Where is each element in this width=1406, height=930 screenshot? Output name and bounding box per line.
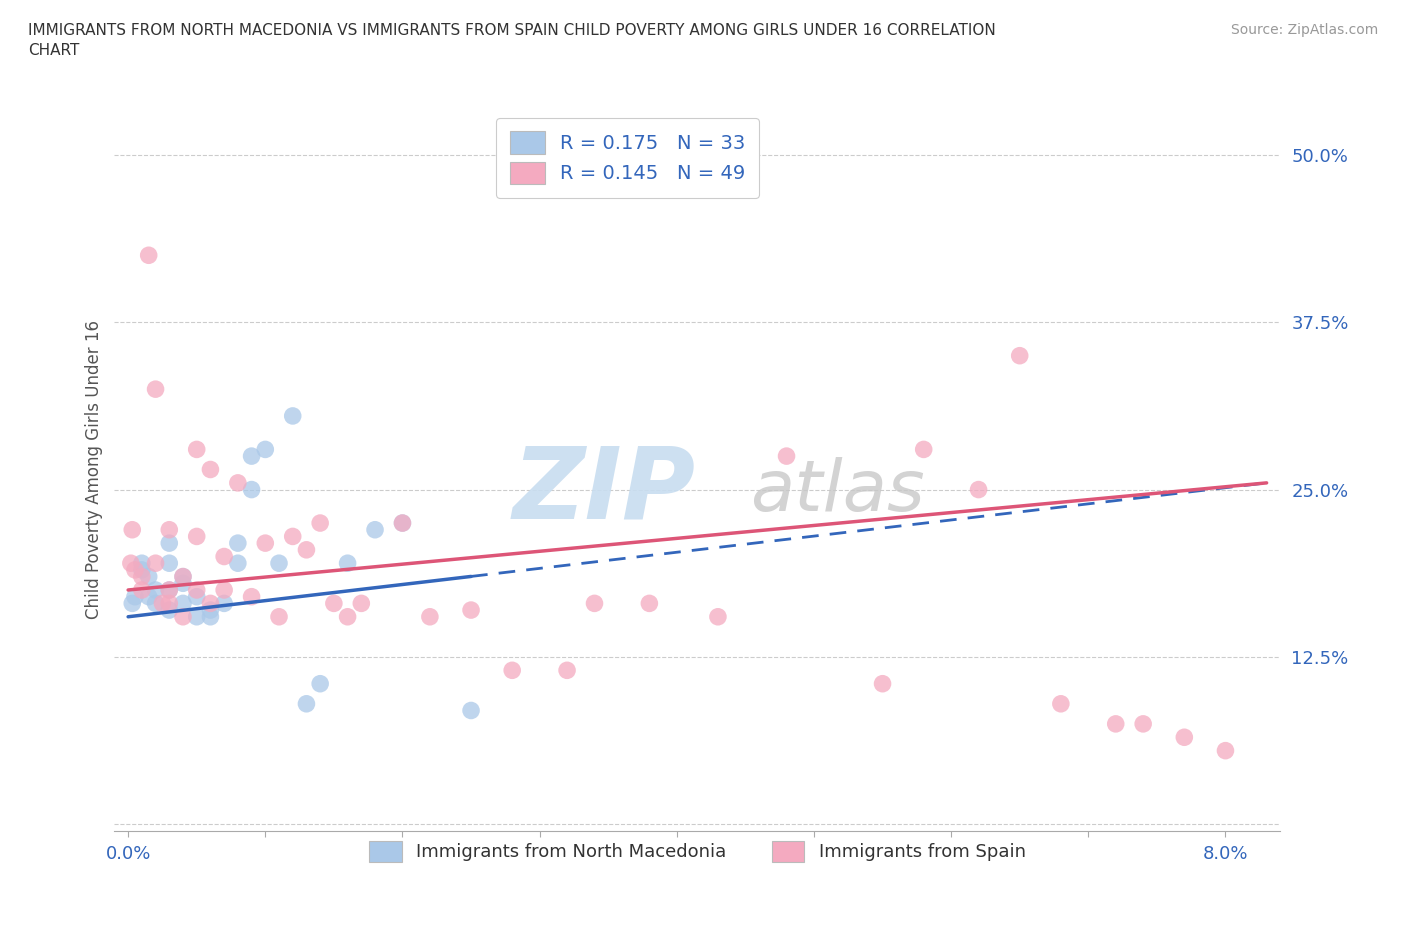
Point [186, 582, 208, 597]
Point [1132, 716, 1154, 731]
Point [131, 563, 153, 578]
Point [124, 590, 146, 604]
Point [200, 462, 222, 477]
Point [501, 663, 523, 678]
Point [226, 536, 249, 551]
Point [172, 569, 194, 584]
Point [200, 603, 222, 618]
Text: IMMIGRANTS FROM NORTH MACEDONIA VS IMMIGRANTS FROM SPAIN CHILD POVERTY AMONG GIR: IMMIGRANTS FROM NORTH MACEDONIA VS IMMIG… [28, 23, 995, 58]
Point [364, 523, 387, 538]
Point [309, 515, 332, 530]
Point [212, 596, 235, 611]
Point [172, 609, 194, 624]
Y-axis label: Child Poverty Among Girls Under 16: Child Poverty Among Girls Under 16 [86, 320, 103, 619]
Point [872, 676, 894, 691]
Point [336, 556, 359, 571]
Point [707, 609, 730, 624]
Point [967, 482, 990, 497]
Point [281, 529, 304, 544]
Point [336, 609, 359, 624]
Point [212, 549, 235, 564]
Point [131, 569, 153, 584]
Point [152, 596, 174, 611]
Point [281, 408, 304, 423]
Point [138, 569, 160, 584]
Point [240, 590, 263, 604]
Point [267, 609, 290, 624]
Point [157, 582, 180, 597]
Point [254, 536, 277, 551]
Point [186, 442, 208, 457]
Point [267, 556, 290, 571]
Point [583, 596, 606, 611]
Point [1008, 348, 1031, 363]
Point [121, 523, 143, 538]
Point [912, 442, 935, 457]
Point [1215, 743, 1237, 758]
Point [460, 603, 482, 618]
Point [555, 663, 578, 678]
Point [157, 523, 180, 538]
Point [254, 442, 277, 457]
Point [157, 603, 180, 618]
Point [295, 697, 318, 711]
Point [1050, 697, 1073, 711]
Point [212, 582, 235, 597]
Point [391, 515, 413, 530]
Point [131, 582, 153, 597]
Point [350, 596, 373, 611]
Point [157, 536, 180, 551]
Point [295, 542, 318, 557]
Point [460, 703, 482, 718]
Point [1173, 730, 1195, 745]
Point [226, 475, 249, 490]
Point [200, 596, 222, 611]
Point [1105, 716, 1128, 731]
Point [186, 590, 208, 604]
Point [200, 609, 222, 624]
Point [124, 563, 146, 578]
Point [172, 569, 194, 584]
Point [138, 247, 160, 262]
Point [391, 515, 413, 530]
Point [240, 448, 263, 463]
Point [309, 676, 332, 691]
Point [157, 596, 180, 611]
Point [186, 529, 208, 544]
Point [145, 556, 167, 571]
Legend: Immigrants from North Macedonia, Immigrants from Spain: Immigrants from North Macedonia, Immigra… [361, 833, 1033, 869]
Text: Source: ZipAtlas.com: Source: ZipAtlas.com [1230, 23, 1378, 37]
Point [638, 596, 661, 611]
Point [138, 590, 160, 604]
Point [419, 609, 441, 624]
Point [131, 556, 153, 571]
Point [172, 596, 194, 611]
Point [322, 596, 344, 611]
Point [157, 582, 180, 597]
Point [145, 582, 167, 597]
Text: ZIP: ZIP [513, 443, 696, 539]
Point [775, 448, 797, 463]
Point [172, 576, 194, 591]
Point [145, 596, 167, 611]
Point [240, 482, 263, 497]
Point [145, 381, 167, 396]
Text: atlas: atlas [749, 457, 925, 525]
Point [186, 609, 208, 624]
Point [120, 556, 142, 571]
Point [226, 556, 249, 571]
Point [157, 556, 180, 571]
Point [121, 596, 143, 611]
